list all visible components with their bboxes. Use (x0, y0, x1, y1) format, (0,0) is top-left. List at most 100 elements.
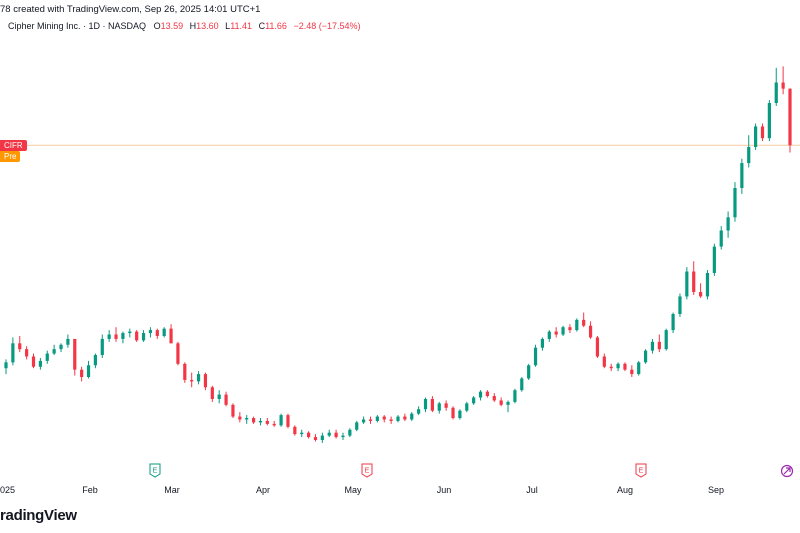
candle-body (650, 341, 655, 351)
candle-body (478, 391, 483, 398)
candle-body (465, 403, 469, 411)
close-value: 11.66 (265, 21, 287, 31)
candle-body (224, 394, 228, 405)
candle-body (293, 426, 297, 435)
candle-body (80, 369, 84, 377)
candle-body (760, 126, 765, 139)
candle-body (582, 319, 586, 326)
candle-body (279, 415, 283, 426)
earnings-marker[interactable]: E (149, 463, 161, 478)
candle-body (4, 362, 8, 369)
candle-body (265, 420, 269, 424)
candle-body (396, 416, 400, 421)
candle-body (169, 328, 173, 344)
candle-body (162, 328, 166, 336)
candle-body (251, 418, 256, 423)
candle-body (18, 343, 22, 350)
candle-body (733, 188, 737, 218)
candle-body (423, 398, 428, 410)
candle-body (712, 246, 716, 273)
candle-body (258, 420, 263, 423)
candle-body (382, 416, 386, 420)
candle-body (25, 349, 29, 357)
candle-body (520, 378, 524, 391)
candle-body (788, 88, 792, 146)
candle-body (685, 271, 689, 297)
candle-body (499, 400, 503, 405)
candle-body (135, 331, 139, 341)
candle-body (107, 334, 111, 339)
candle-body (389, 419, 393, 421)
symbol-line[interactable]: Cipher Mining Inc. · 1D · NASDAQ (8, 21, 147, 31)
candle-body (348, 429, 352, 436)
candle-body (774, 82, 778, 104)
candle-body (616, 363, 620, 369)
candle-body (705, 272, 710, 297)
candle-body (527, 365, 531, 379)
candle-body (403, 416, 407, 420)
candle-body (437, 403, 441, 411)
brand-wordmark: radingView (0, 507, 77, 524)
candle-body (554, 331, 558, 335)
candle-body (643, 350, 648, 363)
candle-body (73, 338, 77, 370)
candle-body (458, 410, 462, 419)
open-value: 13.59 (160, 21, 184, 31)
candle-body (272, 423, 276, 426)
low-label: L (225, 21, 231, 31)
earnings-marker[interactable]: E (635, 463, 647, 478)
candle-body (472, 397, 476, 404)
candle-body (506, 401, 510, 405)
candle-body (217, 394, 221, 399)
candle-body (740, 163, 744, 188)
candle-body (306, 432, 311, 438)
candle-body (588, 325, 593, 338)
earnings-marker[interactable]: E (361, 463, 373, 478)
candle-body (245, 418, 249, 420)
candle-body (767, 103, 771, 139)
candle-body (38, 360, 42, 367)
candle-body (196, 374, 201, 382)
candle-body (747, 146, 751, 164)
x-tick-label: 025 (0, 485, 16, 495)
candle-body (375, 416, 379, 421)
candle-body (100, 338, 104, 356)
created-info: 78 created with TradingView.com, Sep 26,… (0, 4, 261, 15)
candle-body (568, 327, 572, 331)
candle-body (176, 343, 180, 364)
candle-body (114, 334, 118, 339)
candle-body (190, 379, 194, 382)
candle-body (451, 407, 455, 419)
candle-body (754, 126, 758, 147)
candle-body (575, 319, 579, 331)
change-value: −2.48 (−17.54%) (293, 21, 361, 31)
candle-body (327, 432, 331, 436)
candle-body (671, 314, 675, 331)
x-tick-label: Sep (707, 485, 725, 495)
event-icon[interactable] (780, 464, 794, 478)
candle-body (609, 366, 613, 369)
x-tick-label: Feb (82, 485, 98, 495)
candle-body (657, 341, 661, 350)
candle-body (355, 422, 359, 430)
candle-body (362, 419, 366, 423)
candle-body (286, 415, 290, 427)
candle-body (664, 330, 668, 350)
candle-body (334, 432, 338, 438)
candle-body (313, 437, 318, 440)
x-tick-label: Apr (255, 485, 271, 495)
candle-body (320, 435, 324, 440)
candle-body (410, 413, 414, 420)
candle-body (238, 416, 242, 420)
ohlc-line: Cipher Mining Inc. · 1D · NASDAQ O13.59 … (8, 21, 365, 31)
x-tick-label: Jun (436, 485, 452, 495)
candle-body (540, 338, 545, 348)
candle-body (300, 432, 304, 435)
candle-body (231, 404, 235, 417)
x-tick-label: Aug (616, 485, 634, 495)
candle-body (623, 363, 627, 370)
candle-body (210, 387, 214, 399)
high-label: H (189, 21, 197, 31)
candle-body (444, 403, 448, 408)
